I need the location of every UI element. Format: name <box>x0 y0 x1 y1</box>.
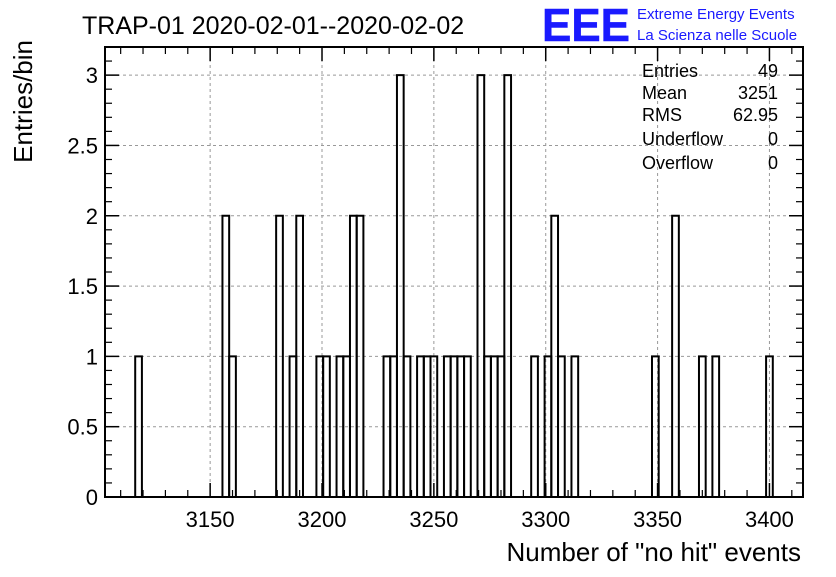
stats-box: Entries 49 Mean 3251 RMS 62.95 Underflow 0 Overf… <box>642 61 778 173</box>
histogram-bin-2 <box>228 355 237 497</box>
x-axis-label: Number of "no hit" events <box>507 537 802 567</box>
stats-label-3: Underflow <box>642 129 724 149</box>
y-axis-label: Entries/bin <box>8 40 38 163</box>
histogram-bin-15 <box>402 355 412 497</box>
chart-title: TRAP-01 2020-02-01--2020-02-02 <box>82 12 464 40</box>
y-tick-label-5: 2.5 <box>67 133 98 158</box>
y-tick-label-0: 0 <box>86 485 98 510</box>
axes-layer <box>104 46 804 498</box>
x-tick-label-4: 3350 <box>633 507 682 532</box>
x-tick-label-0: 3150 <box>186 507 235 532</box>
stats-value-0: 49 <box>758 61 778 81</box>
stats-label-0: Entries <box>642 61 698 81</box>
logo-line2: La Scienza nelle Scuole <box>637 27 797 44</box>
histogram-bin-3 <box>275 214 284 497</box>
stats-label-2: RMS <box>642 105 682 125</box>
x-tick-label-3: 3300 <box>521 507 570 532</box>
eee-logo: EEE Extreme Energy Events La Scienza nel… <box>542 0 797 51</box>
stats-value-4: 0 <box>768 153 778 173</box>
y-tick-label-3: 1.5 <box>67 274 98 299</box>
histogram-bin-11 <box>355 214 365 497</box>
histogram-bin-7 <box>322 355 331 497</box>
histogram-bin-32 <box>570 355 580 497</box>
y-tick-label-4: 2 <box>86 204 98 229</box>
histogram-bin-23 <box>476 74 486 497</box>
stats-value-2: 62.95 <box>733 105 778 125</box>
x-tick-label-1: 3200 <box>298 507 347 532</box>
logo-mark: EEE <box>542 0 630 51</box>
histogram-bin-35 <box>697 355 707 497</box>
y-tick-label-6: 3 <box>86 63 98 88</box>
x-tick-label-2: 3250 <box>409 507 458 532</box>
stats-value-3: 0 <box>768 129 778 149</box>
logo-line1: Extreme Energy Events <box>637 6 795 23</box>
histogram-bin-22 <box>463 355 472 497</box>
histogram-bin-33 <box>650 355 660 497</box>
y-tick-label-1: 0.5 <box>67 415 98 440</box>
histogram-bin-27 <box>503 74 513 497</box>
tick-label-layer: 3150 3200 3250 3300 3350 3400 0 0.5 1 1.5 2 2.5 3 <box>67 63 794 532</box>
stats-label-1: Mean <box>642 83 687 103</box>
histogram-bin-31 <box>557 355 566 497</box>
y-tick-label-2: 1 <box>86 344 98 369</box>
histogram-bin-5 <box>295 214 304 497</box>
histogram-bin-36 <box>711 355 721 497</box>
histogram-bin-14 <box>395 74 405 497</box>
x-tick-label-5: 3400 <box>745 507 794 532</box>
stats-value-1: 3251 <box>738 83 778 103</box>
histogram-bin-28 <box>530 355 539 497</box>
histogram-bin-34 <box>671 214 680 497</box>
stats-label-4: Overflow <box>642 153 714 173</box>
histogram-layer <box>134 74 774 497</box>
histogram-bin-37 <box>765 355 774 497</box>
histogram-bin-18 <box>429 355 439 497</box>
histogram-bin-0 <box>134 355 143 497</box>
